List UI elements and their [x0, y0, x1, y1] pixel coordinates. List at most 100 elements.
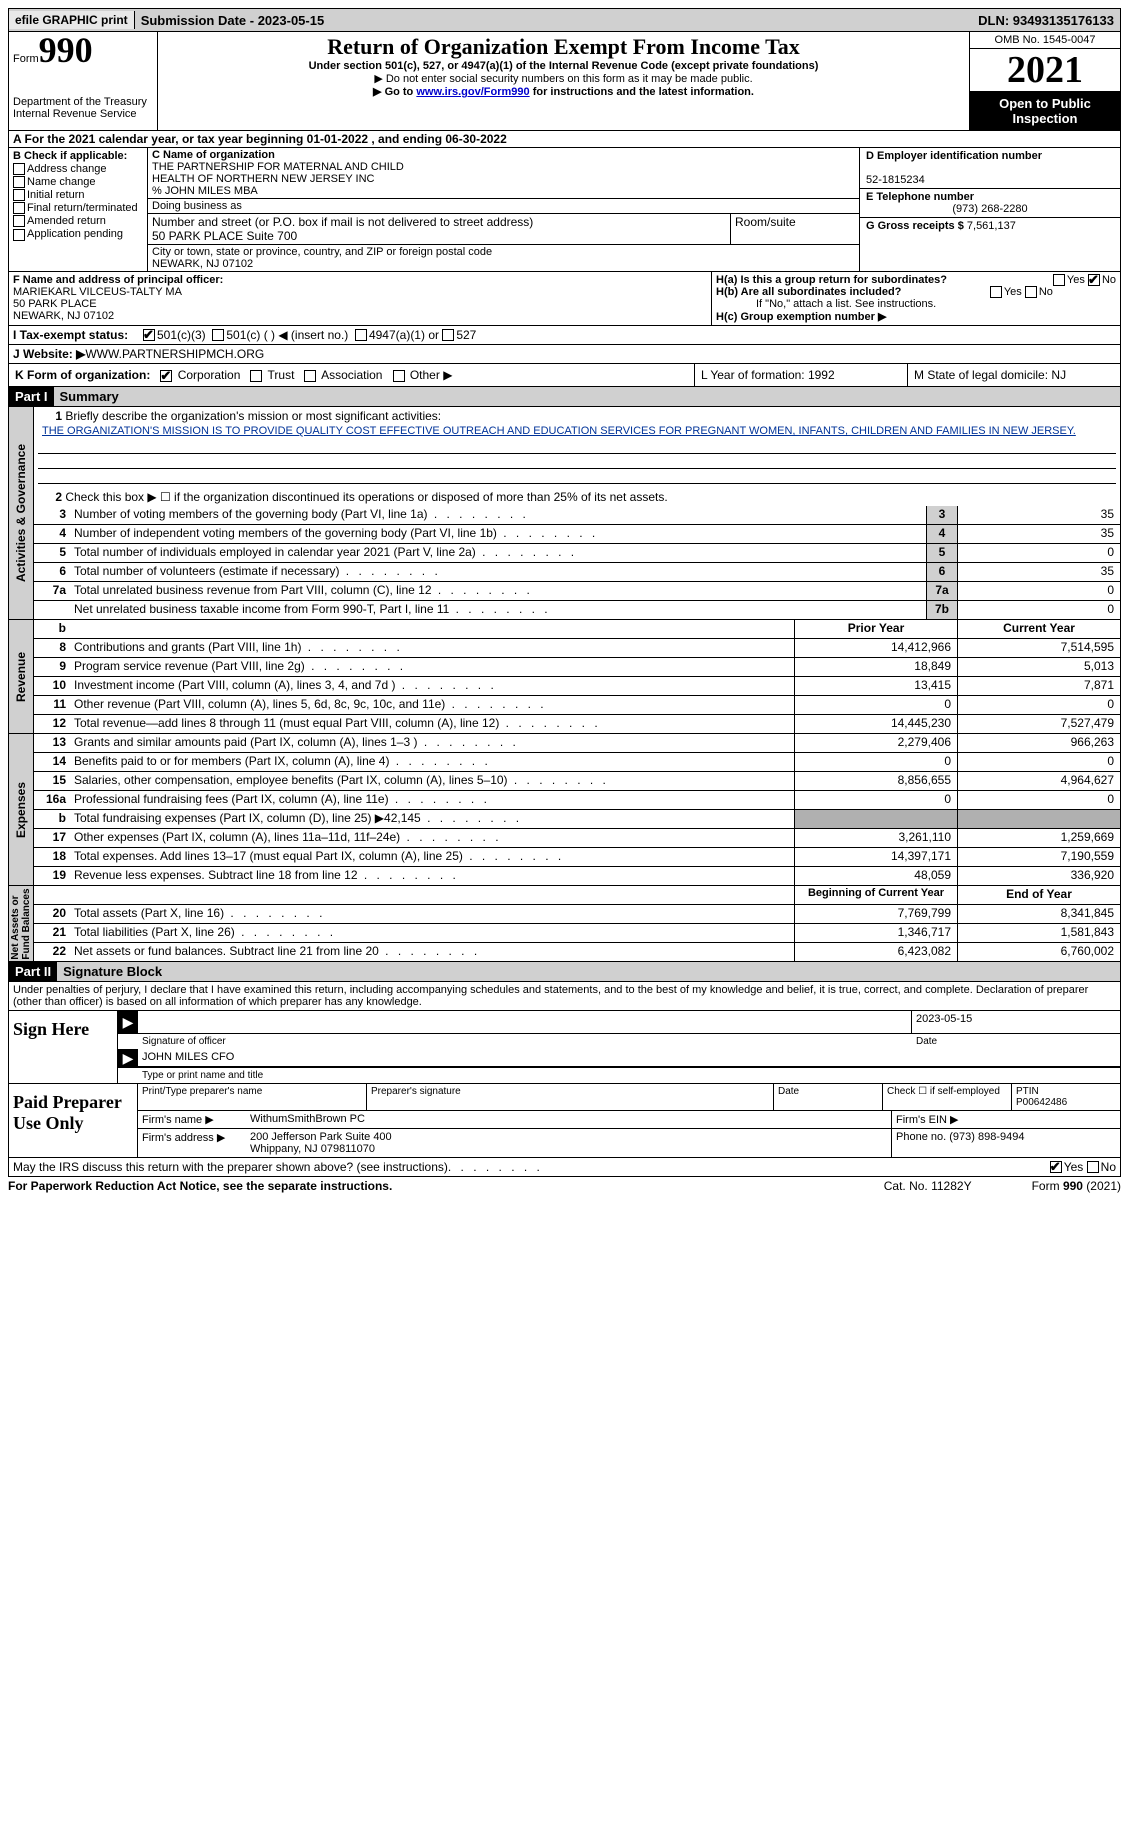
- ein-value: 52-1815234: [866, 174, 925, 186]
- city-state-zip: NEWARK, NJ 07102: [152, 258, 253, 270]
- dept-label: Department of the Treasury: [13, 96, 153, 108]
- part1-label: Part I: [9, 387, 54, 406]
- table-row: 8 Contributions and grants (Part VIII, l…: [34, 639, 1120, 658]
- chk-corporation[interactable]: [160, 370, 172, 382]
- paid-preparer-label: Paid Preparer Use Only: [9, 1084, 138, 1157]
- side-net-assets: Net Assets orFund Balances: [10, 888, 32, 959]
- mission-text: THE ORGANIZATION'S MISSION IS TO PROVIDE…: [38, 423, 1116, 439]
- row-a-tax-year: A For the 2021 calendar year, or tax yea…: [8, 131, 1121, 148]
- side-revenue: Revenue: [14, 651, 28, 701]
- chk-501c[interactable]: [212, 329, 224, 341]
- table-row: 19 Revenue less expenses. Subtract line …: [34, 867, 1120, 885]
- table-row: 6 Total number of volunteers (estimate i…: [34, 563, 1120, 582]
- chk-initial-return[interactable]: [13, 189, 25, 201]
- chk-ha-no[interactable]: [1088, 274, 1100, 286]
- b-header: B Check if applicable:: [13, 150, 143, 162]
- chk-527[interactable]: [442, 329, 454, 341]
- k-label: K Form of organization:: [15, 368, 150, 382]
- tel-label: E Telephone number: [866, 191, 974, 203]
- activities-governance-section: Activities & Governance 1 Briefly descri…: [8, 407, 1121, 620]
- efile-print-button[interactable]: efile GRAPHIC print: [9, 11, 135, 29]
- expenses-section: Expenses 13 Grants and similar amounts p…: [8, 734, 1121, 886]
- chk-other[interactable]: [393, 370, 405, 382]
- open-inspection-label: Open to Public Inspection: [970, 92, 1120, 130]
- arrow-icon: ▶: [118, 1049, 138, 1067]
- declaration-text: Under penalties of perjury, I declare th…: [8, 982, 1121, 1011]
- chk-discuss-no[interactable]: [1087, 1161, 1099, 1173]
- submission-date: Submission Date - 2023-05-15: [135, 11, 331, 30]
- sig-officer-label: Signature of officer: [138, 1034, 912, 1049]
- tax-year: 2021: [970, 48, 1120, 92]
- current-year-header: Current Year: [957, 620, 1120, 638]
- form-header: Form990 Department of the Treasury Inter…: [8, 32, 1121, 131]
- date-label-2: Date: [774, 1084, 883, 1110]
- net-assets-section: Net Assets orFund Balances Beginning of …: [8, 886, 1121, 962]
- chk-association[interactable]: [304, 370, 316, 382]
- part2-title: Signature Block: [57, 962, 168, 981]
- table-row: 7a Total unrelated business revenue from…: [34, 582, 1120, 601]
- m-state-domicile: M State of legal domicile: NJ: [908, 364, 1120, 386]
- table-row: b Total fundraising expenses (Part IX, c…: [34, 810, 1120, 829]
- chk-501c3[interactable]: [143, 329, 155, 341]
- table-row: 11 Other revenue (Part VIII, column (A),…: [34, 696, 1120, 715]
- chk-address-change[interactable]: [13, 163, 25, 175]
- website-value: WWW.PARTNERSHIPMCH.ORG: [85, 347, 264, 361]
- table-row: 18 Total expenses. Add lines 13–17 (must…: [34, 848, 1120, 867]
- chk-4947[interactable]: [355, 329, 367, 341]
- gross-label: G Gross receipts $: [866, 220, 964, 232]
- goto-post: for instructions and the latest informat…: [530, 86, 754, 98]
- part1-bar: Part I Summary: [8, 387, 1121, 407]
- chk-final-return[interactable]: [13, 202, 25, 214]
- i-label: I Tax-exempt status:: [13, 328, 143, 342]
- prep-sig-label: Preparer's signature: [367, 1084, 774, 1110]
- chk-discuss-yes[interactable]: [1050, 1161, 1062, 1173]
- table-row: 10 Investment income (Part VIII, column …: [34, 677, 1120, 696]
- firm-addr-label: Firm's address ▶: [138, 1129, 246, 1157]
- chk-application-pending[interactable]: [13, 229, 25, 241]
- prep-name-label: Print/Type preparer's name: [138, 1084, 367, 1110]
- goto-pre: ▶ Go to: [373, 86, 416, 98]
- street-address: 50 PARK PLACE Suite 700: [152, 229, 297, 243]
- table-row: 3 Number of voting members of the govern…: [34, 506, 1120, 525]
- beginning-year-header: Beginning of Current Year: [794, 886, 957, 904]
- chk-hb-yes[interactable]: [990, 286, 1002, 298]
- gross-value: 7,561,137: [967, 220, 1016, 232]
- phone-label: Phone no.: [896, 1131, 946, 1143]
- date-label: Date: [912, 1034, 1120, 1049]
- city-label: City or town, state or province, country…: [152, 246, 492, 258]
- omb-label: OMB No. 1545-0047: [970, 32, 1120, 48]
- table-row: 4 Number of independent voting members o…: [34, 525, 1120, 544]
- paid-preparer-section: Paid Preparer Use Only Print/Type prepar…: [8, 1084, 1121, 1158]
- table-row: 15 Salaries, other compensation, employe…: [34, 772, 1120, 791]
- check-self-employed: Check ☐ if self-employed: [883, 1084, 1012, 1110]
- table-row: 5 Total number of individuals employed i…: [34, 544, 1120, 563]
- ptin-label: PTIN: [1016, 1086, 1039, 1097]
- part2-bar: Part II Signature Block: [8, 962, 1121, 982]
- sign-here-section: Sign Here ▶ 2023-05-15 Signature of offi…: [8, 1011, 1121, 1084]
- chk-hb-no[interactable]: [1025, 286, 1037, 298]
- chk-name-change[interactable]: [13, 176, 25, 188]
- org-name-2: HEALTH OF NORTHERN NEW JERSEY INC: [152, 173, 374, 185]
- chk-amended-return[interactable]: [13, 215, 25, 227]
- officer-name-title: JOHN MILES CFO: [138, 1049, 1120, 1067]
- addr-label: Number and street (or P.O. box if mail i…: [152, 215, 533, 229]
- ein-label: D Employer identification number: [866, 150, 1042, 162]
- table-row: 16a Professional fundraising fees (Part …: [34, 791, 1120, 810]
- officer-name: MARIEKARL VILCEUS-TALTY MA: [13, 286, 182, 298]
- paperwork-notice: For Paperwork Reduction Act Notice, see …: [8, 1179, 392, 1193]
- row-klm: K Form of organization: Corporation Trus…: [8, 364, 1121, 387]
- chk-trust[interactable]: [250, 370, 262, 382]
- form-label: Form: [13, 53, 39, 65]
- form-subtitle-1: Under section 501(c), 527, or 4947(a)(1)…: [162, 60, 965, 72]
- form-number: 990: [39, 30, 93, 70]
- chk-ha-yes[interactable]: [1053, 274, 1065, 286]
- c-label: C Name of organization: [152, 149, 275, 161]
- form-title: Return of Organization Exempt From Incom…: [162, 34, 965, 60]
- revenue-section: Revenue b Prior Year Current Year 8 Cont…: [8, 620, 1121, 734]
- form-subtitle-2: ▶ Do not enter social security numbers o…: [162, 72, 965, 85]
- dba-label: Doing business as: [148, 199, 859, 214]
- hc-label: H(c) Group exemption number ▶: [716, 310, 1116, 323]
- table-row: 9 Program service revenue (Part VIII, li…: [34, 658, 1120, 677]
- side-activities-governance: Activities & Governance: [14, 444, 28, 582]
- irs-link[interactable]: www.irs.gov/Form990: [416, 86, 529, 98]
